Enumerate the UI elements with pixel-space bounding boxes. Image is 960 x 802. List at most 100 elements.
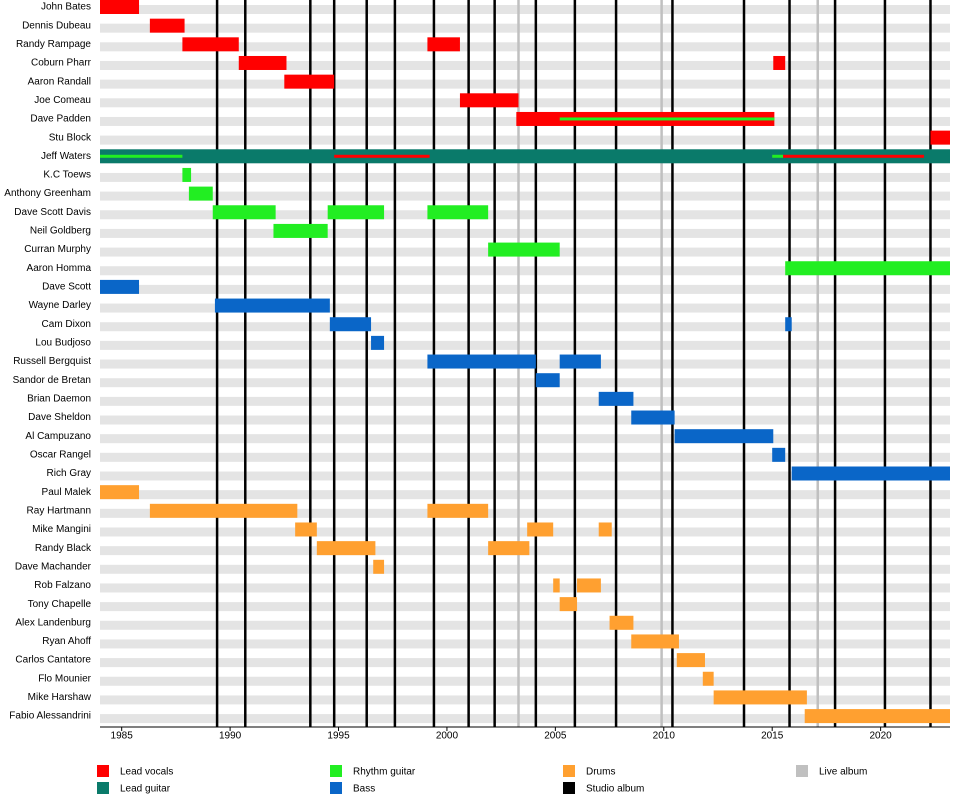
span-bar bbox=[284, 74, 335, 89]
span-bar bbox=[100, 279, 140, 294]
span-bar bbox=[100, 154, 183, 158]
row-stripe bbox=[100, 284, 950, 294]
span-bar bbox=[535, 373, 560, 388]
row-label: Tony Chapelle bbox=[28, 599, 92, 610]
legend-label: Rhythm guitar bbox=[353, 767, 416, 778]
span-bar bbox=[772, 447, 786, 462]
span-bar bbox=[459, 93, 519, 108]
span-bar bbox=[773, 55, 786, 70]
span-bar bbox=[373, 559, 385, 574]
row-label: Fabio Alessandrini bbox=[9, 711, 91, 722]
row-label: Dave Scott Davis bbox=[14, 207, 91, 218]
span-bar bbox=[598, 391, 634, 406]
row-label: Lou Budjoso bbox=[35, 338, 91, 349]
row-label: Rich Gray bbox=[47, 468, 91, 479]
span-bar bbox=[427, 503, 489, 518]
span-bar bbox=[427, 205, 489, 220]
span-bar bbox=[327, 205, 385, 220]
span-bar bbox=[609, 615, 634, 630]
span-bar bbox=[488, 242, 560, 257]
span-bar bbox=[930, 130, 950, 145]
row-stripe bbox=[100, 434, 950, 444]
row-stripe bbox=[100, 602, 950, 612]
legend-swatch bbox=[796, 765, 808, 777]
span-bar bbox=[295, 522, 317, 537]
row-stripe bbox=[100, 303, 950, 313]
row-label: John Bates bbox=[41, 2, 91, 13]
x-tick-label: 2015 bbox=[761, 731, 784, 742]
span-bar bbox=[427, 354, 536, 369]
row-label: Sandor de Bretan bbox=[13, 375, 91, 386]
span-bar bbox=[371, 335, 385, 350]
row-label: Rob Falzano bbox=[34, 580, 91, 591]
row-label: Wayne Darley bbox=[29, 300, 91, 311]
span-bar bbox=[149, 18, 185, 33]
span-bar bbox=[783, 154, 924, 158]
row-label: Dave Sheldon bbox=[28, 412, 91, 423]
row-stripe bbox=[100, 79, 950, 89]
span-bar bbox=[713, 690, 807, 705]
row-stripe bbox=[100, 452, 950, 462]
legend-label: Bass bbox=[353, 784, 375, 795]
legend-swatch bbox=[563, 782, 575, 794]
row-label: Brian Daemon bbox=[27, 394, 91, 405]
legend-swatch bbox=[97, 765, 109, 777]
legend-label: Live album bbox=[819, 767, 867, 778]
span-bar bbox=[334, 154, 430, 158]
row-stripe bbox=[100, 5, 950, 14]
span-bar bbox=[214, 298, 330, 313]
x-tick-label: 2020 bbox=[869, 731, 892, 742]
span-bar bbox=[149, 503, 298, 518]
span-bar bbox=[559, 354, 601, 369]
row-label: Flo Mounier bbox=[38, 673, 91, 684]
span-bar bbox=[674, 429, 774, 444]
row-label: Mike Harshaw bbox=[28, 692, 92, 703]
row-stripe bbox=[100, 508, 950, 518]
x-tick-label: 2000 bbox=[436, 731, 459, 742]
legend-swatch bbox=[563, 765, 575, 777]
row-stripe bbox=[100, 415, 950, 425]
row-label: Dave Machander bbox=[15, 561, 92, 572]
row-stripe bbox=[100, 378, 950, 388]
row-stripe bbox=[100, 396, 950, 406]
legend-label: Studio album bbox=[586, 784, 644, 795]
span-bar bbox=[631, 410, 675, 425]
row-label: Russell Bergquist bbox=[13, 356, 91, 367]
row-label: Alex Landenburg bbox=[15, 617, 91, 628]
row-label: Aaron Homma bbox=[27, 263, 92, 274]
row-label: Curran Murphy bbox=[24, 244, 91, 255]
row-label: Dave Scott bbox=[42, 282, 91, 293]
span-bar bbox=[553, 578, 560, 593]
row-stripe bbox=[100, 620, 950, 630]
row-label: Dave Padden bbox=[30, 114, 91, 125]
span-bar bbox=[316, 541, 376, 556]
row-stripe bbox=[100, 695, 950, 705]
row-label: Anthony Greenham bbox=[4, 188, 91, 199]
row-label: Mike Mangini bbox=[32, 524, 91, 535]
row-label: Al Campuzano bbox=[25, 431, 91, 442]
row-stripe bbox=[100, 527, 950, 537]
row-label: Randy Black bbox=[35, 543, 92, 554]
span-bar bbox=[676, 653, 705, 668]
span-bar bbox=[238, 55, 287, 70]
span-bar bbox=[182, 167, 192, 182]
span-bar bbox=[785, 317, 792, 332]
row-label: Cam Dixon bbox=[42, 319, 91, 330]
span-bar bbox=[488, 541, 530, 556]
span-bar bbox=[598, 522, 612, 537]
row-stripe bbox=[100, 676, 950, 686]
legend-swatch bbox=[330, 782, 342, 794]
row-label: Paul Malek bbox=[42, 487, 92, 498]
legend-swatch bbox=[330, 765, 342, 777]
x-tick-label: 1995 bbox=[327, 731, 350, 742]
row-stripe bbox=[100, 583, 950, 593]
span-bar bbox=[559, 597, 578, 612]
row-label: Stu Block bbox=[49, 132, 92, 143]
row-stripe bbox=[100, 658, 950, 668]
span-bar bbox=[100, 0, 140, 14]
span-bar bbox=[100, 149, 950, 164]
row-stripe bbox=[100, 639, 950, 649]
legend-label: Lead guitar bbox=[120, 784, 171, 795]
row-stripe bbox=[100, 135, 950, 145]
